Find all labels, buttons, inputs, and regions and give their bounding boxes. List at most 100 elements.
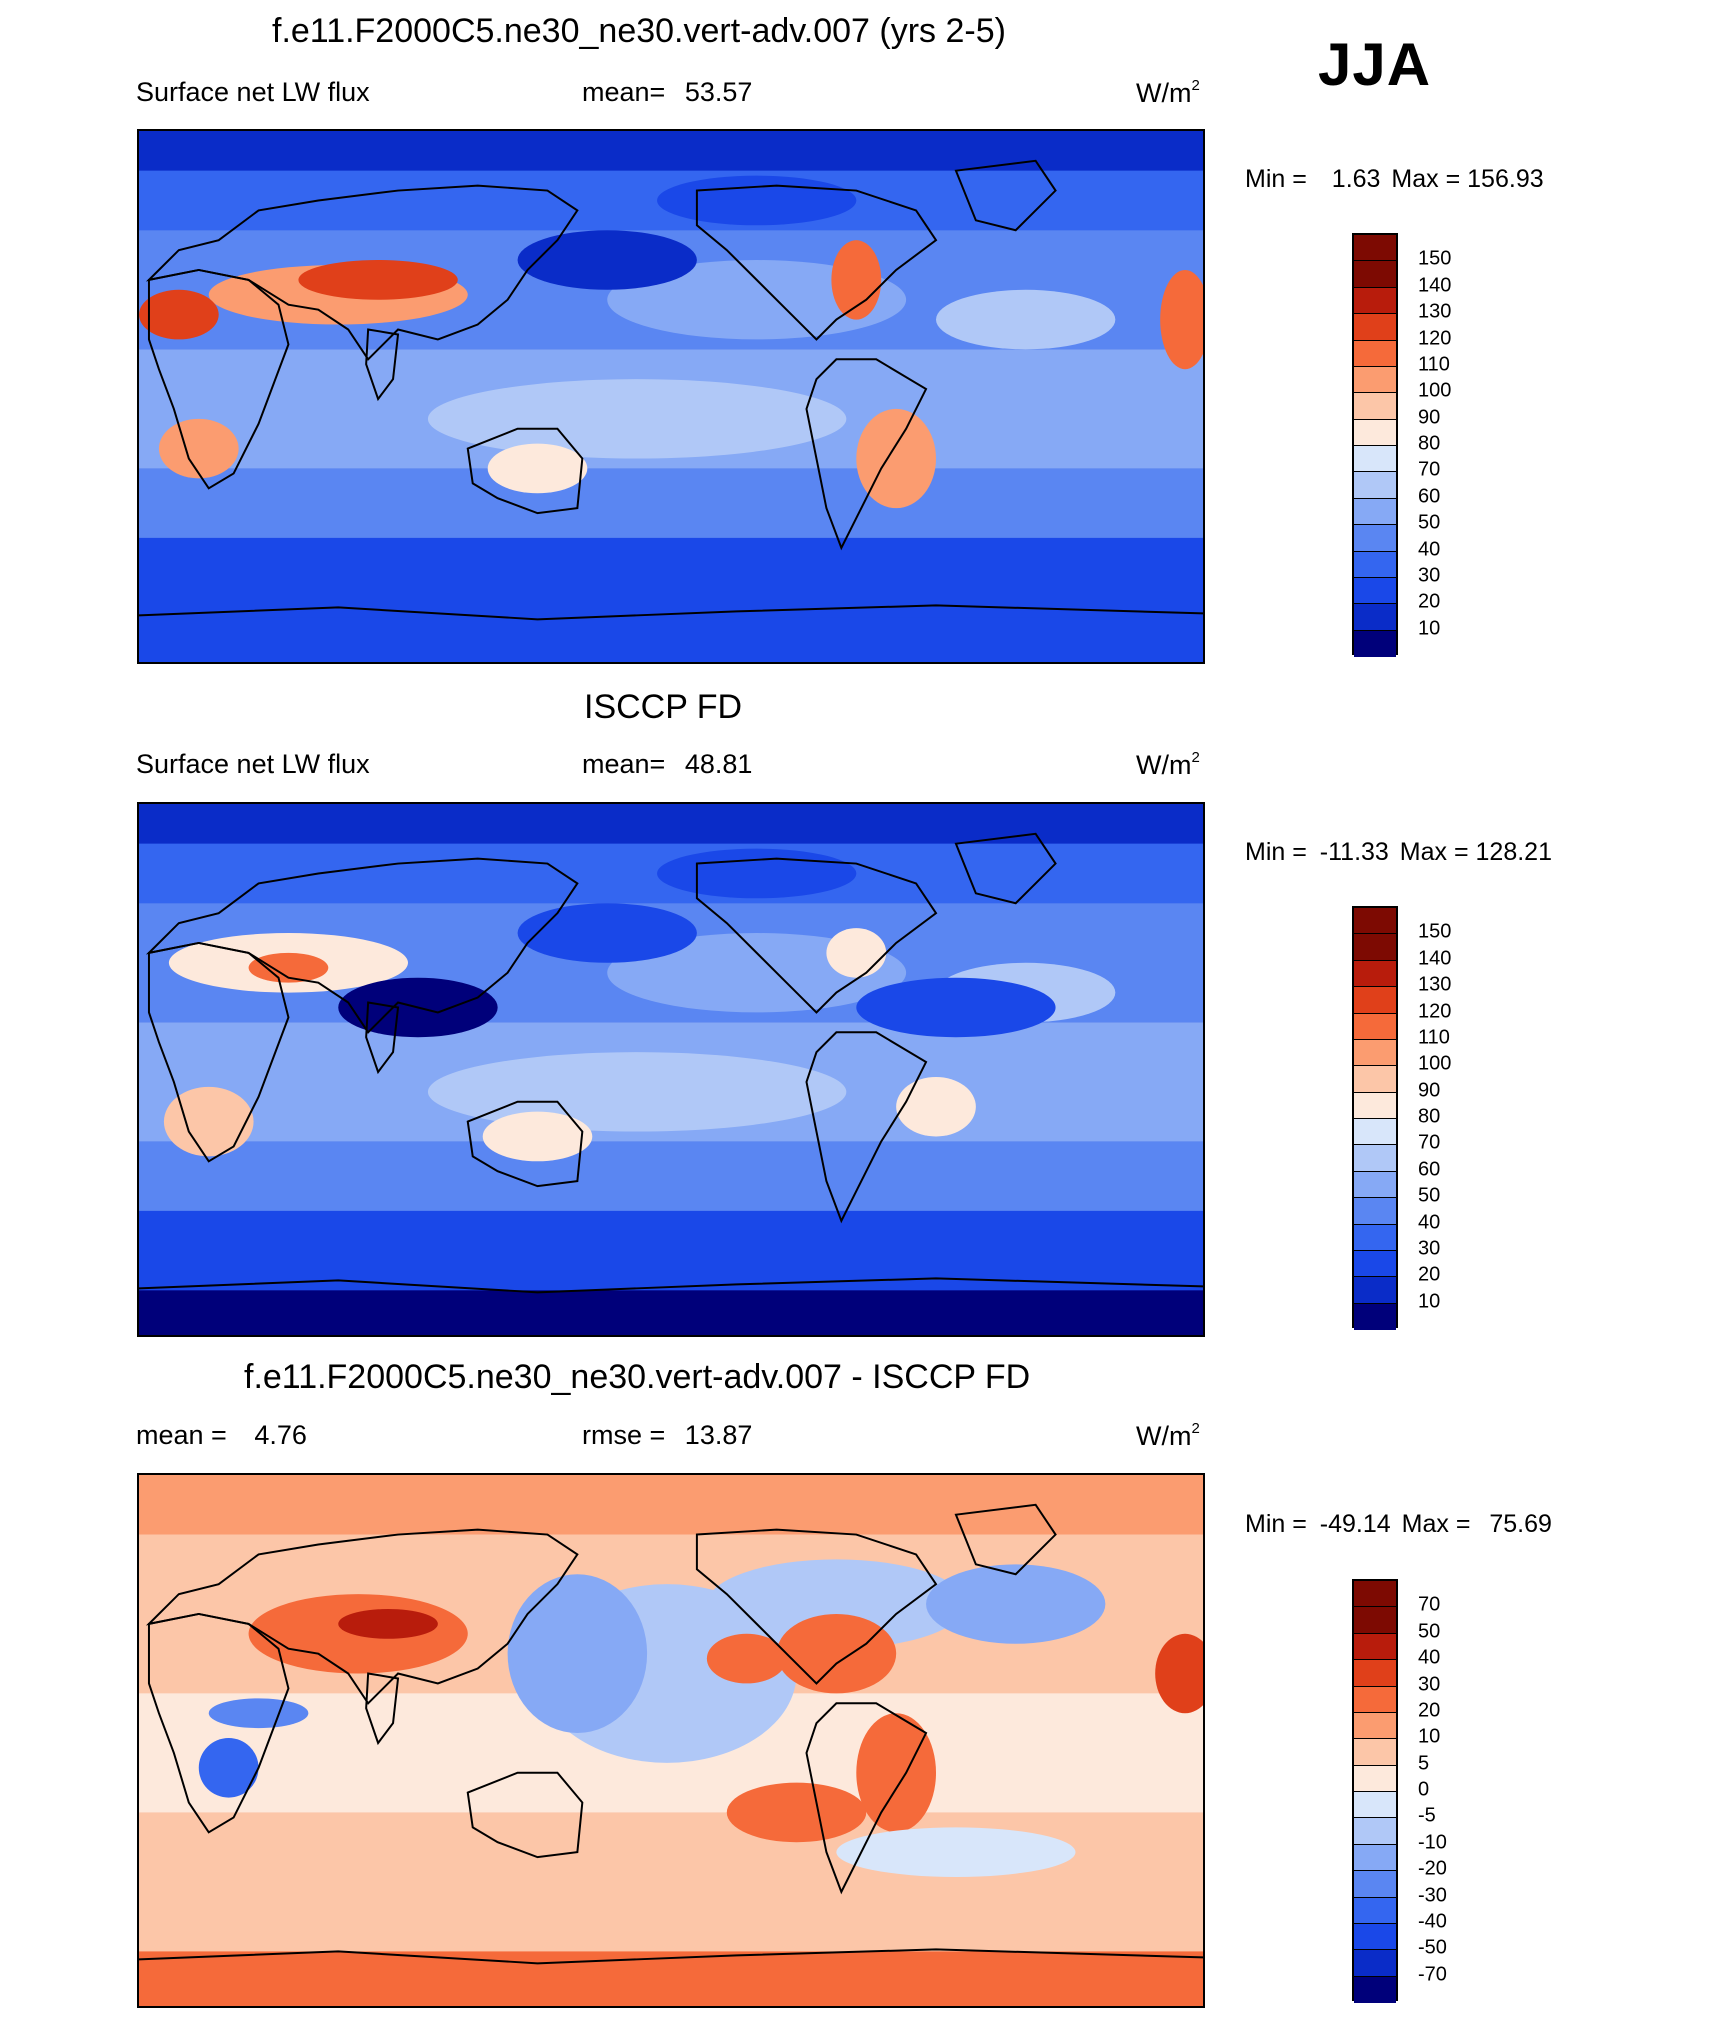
colorbar-tick-label: 30 — [1418, 564, 1441, 587]
colorbar-bin — [1354, 630, 1396, 657]
panel-2-max-label: Max = — [1399, 838, 1469, 866]
panel-3-rmse: rmse = 13.87 — [582, 1420, 752, 1451]
colorbar-tick-label: -40 — [1418, 1910, 1447, 1933]
coastline — [139, 1948, 1203, 1965]
season-label: JJA — [1318, 31, 1432, 98]
colorbar-bin — [1354, 366, 1396, 394]
panel-3-rmse-value: 13.87 — [684, 1420, 753, 1450]
colorbar-tick-label: 70 — [1418, 1593, 1441, 1616]
panel-1-colorbar — [1352, 233, 1398, 657]
contour-region — [139, 289, 219, 340]
contour-region — [298, 260, 458, 300]
colorbar-tick-label: -10 — [1418, 1831, 1447, 1854]
panel-3-colorbar — [1352, 1579, 1398, 2003]
panel-2-mean-value: 48.81 — [684, 749, 753, 779]
colorbar-bin — [1354, 419, 1396, 446]
panel-3-units-base: W/m — [1136, 1421, 1192, 1451]
colorbar-tick-label: -30 — [1418, 1884, 1447, 1906]
contour-region — [248, 952, 329, 983]
coastline — [695, 184, 938, 341]
map-field — [139, 1475, 1203, 2006]
colorbar-tick-label: 10 — [1418, 1290, 1441, 1313]
contour-region — [856, 408, 937, 509]
colorbar-tick-label: 70 — [1418, 1131, 1441, 1154]
contour-region — [826, 928, 887, 978]
latitude-band — [139, 1951, 1203, 2006]
colorbar-bin — [1354, 1818, 1396, 1845]
panel-3-rmse-label: rmse = — [582, 1420, 666, 1450]
contour-region — [338, 1608, 438, 1639]
coastline — [466, 1771, 584, 1859]
coastline — [466, 1100, 584, 1188]
latitude-band — [139, 1210, 1203, 1291]
colorbar-tick-label: -20 — [1418, 1857, 1447, 1880]
coastline — [805, 358, 928, 551]
colorbar-bin — [1354, 1303, 1396, 1330]
colorbar-tick-label: 40 — [1418, 1646, 1441, 1669]
contour-region — [517, 903, 697, 963]
coastline — [466, 427, 584, 515]
colorbar-tick-label: 30 — [1418, 1237, 1441, 1260]
panel-3-title: f.e11.F2000C5.ne30_ne30.vert-adv.007 - I… — [244, 1358, 1031, 1396]
colorbar-bin — [1354, 1871, 1396, 1898]
panel-1-mean-label: mean= — [582, 77, 666, 107]
colorbar-tick-label: 0 — [1418, 1778, 1430, 1801]
colorbar-bin — [1354, 1739, 1396, 1766]
latitude-band — [139, 1475, 1203, 1535]
colorbar-tick-label: 100 — [1418, 1052, 1452, 1075]
colorbar-tick-label: 20 — [1418, 1263, 1441, 1286]
panel-3-minmax: Min = -49.14 Max = 75.69 — [1245, 1510, 1552, 1539]
contour-region — [517, 230, 697, 290]
colorbar-bin — [1354, 960, 1396, 988]
colorbar-tick-label: 90 — [1418, 1079, 1441, 1102]
panel-1-title: f.e11.F2000C5.ne30_ne30.vert-adv.007 (yr… — [272, 12, 1006, 50]
colorbar-bin — [1354, 1581, 1396, 1608]
colorbar-bin — [1354, 340, 1396, 367]
colorbar-bin — [1354, 1013, 1396, 1040]
latitude-band — [139, 468, 1203, 538]
colorbar-tick-label: 50 — [1418, 511, 1441, 534]
coastline — [145, 857, 579, 1034]
colorbar-tick-label: 60 — [1418, 1158, 1441, 1181]
coastline — [954, 832, 1057, 905]
contour-region — [427, 379, 847, 459]
colorbar-bin — [1354, 604, 1396, 631]
coastline — [145, 1528, 579, 1705]
panel-3-max-value: 75.69 — [1489, 1510, 1552, 1538]
colorbar-tick-label: 100 — [1418, 379, 1452, 402]
panel-3-units: W/m2 — [1136, 1420, 1200, 1452]
coastline — [805, 1031, 928, 1224]
panel-3-mean: mean = 4.76 — [136, 1420, 307, 1451]
colorbar-tick-label: 60 — [1418, 485, 1441, 508]
contour-region — [1155, 1633, 1203, 1714]
panel-2-min-value: -11.33 — [1319, 838, 1389, 866]
colorbar-tick-label: 80 — [1418, 432, 1441, 455]
colorbar-bin — [1354, 987, 1396, 1014]
latitude-band — [139, 537, 1203, 618]
panel-3-units-sup: 2 — [1191, 1420, 1200, 1437]
panel-1-min-value: 1.63 — [1331, 165, 1381, 193]
coastline — [954, 159, 1057, 232]
panel-1-mean: mean= 53.57 — [582, 77, 752, 108]
colorbar-bin — [1354, 551, 1396, 578]
colorbar-bin — [1354, 525, 1396, 552]
panel-2-mean: mean= 48.81 — [582, 749, 752, 780]
panel-1-max-value: 156.93 — [1467, 165, 1544, 193]
contour-region — [926, 1564, 1106, 1644]
colorbar-bin — [1354, 934, 1396, 961]
contour-region — [427, 1052, 847, 1132]
colorbar-bin — [1354, 393, 1396, 420]
contour-region — [1160, 269, 1203, 370]
coastline — [365, 1672, 400, 1746]
contour-region — [836, 1827, 1076, 1877]
colorbar-bin — [1354, 1277, 1396, 1304]
map-field — [139, 131, 1203, 662]
colorbar-tick-label: 130 — [1418, 973, 1452, 996]
colorbar-bin — [1354, 472, 1396, 499]
colorbar-bin — [1354, 1607, 1396, 1634]
coastline — [365, 328, 400, 402]
map-field — [139, 804, 1203, 1335]
colorbar-bin — [1354, 1145, 1396, 1172]
colorbar-tick-label: 40 — [1418, 1211, 1441, 1233]
contour-region — [706, 1633, 787, 1684]
